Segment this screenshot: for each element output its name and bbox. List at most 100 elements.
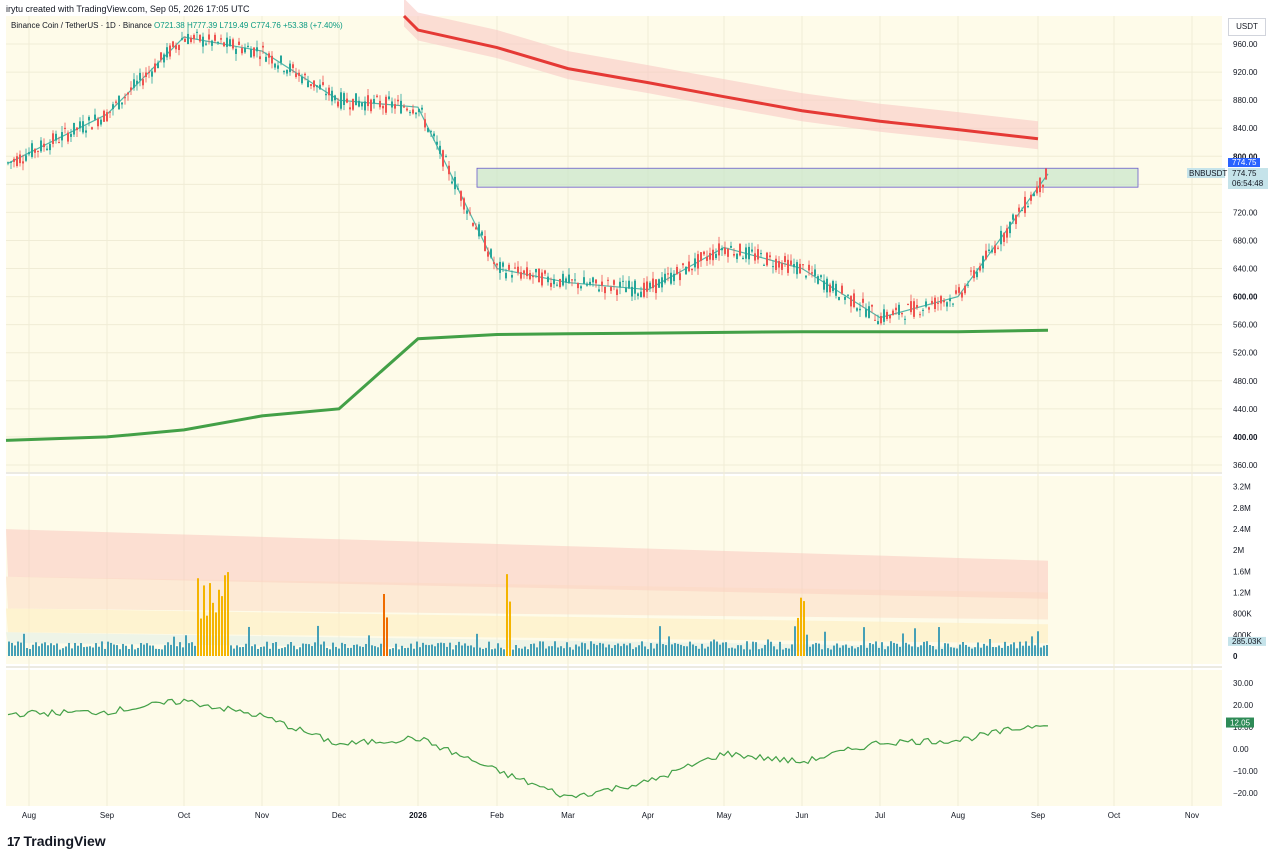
volume-bar	[533, 643, 535, 656]
volume-bar	[89, 646, 91, 656]
volume-bar	[887, 646, 889, 656]
candle-body	[619, 281, 621, 288]
candle-body	[421, 107, 423, 110]
volume-bar	[674, 643, 676, 656]
currency-button[interactable]: USDT	[1228, 18, 1266, 36]
candle-body	[601, 281, 603, 286]
volume-bar	[650, 643, 652, 656]
candle-body	[700, 252, 702, 261]
volume-bar	[437, 643, 439, 656]
candle-body	[772, 266, 774, 268]
volume-bar	[854, 648, 856, 656]
candle-body	[781, 263, 783, 270]
volume-bar	[836, 643, 838, 656]
candle-body	[166, 47, 168, 58]
candle-body	[370, 99, 372, 112]
volume-bar	[11, 642, 13, 656]
volume-bar	[818, 643, 820, 656]
candle-body	[613, 280, 615, 285]
tradingview-wordmark: TradingView	[23, 833, 106, 849]
volume-bar	[407, 647, 409, 656]
volume-bar	[785, 647, 787, 656]
volume-bar	[686, 646, 688, 656]
candle-body	[919, 314, 921, 316]
candle-body	[190, 37, 192, 43]
volume-bar	[128, 649, 130, 656]
candle-body	[91, 127, 93, 130]
upper-band-line	[402, 14, 1039, 141]
volume-bar	[53, 645, 55, 656]
volume-bar	[767, 639, 769, 656]
volume-bar	[17, 641, 19, 656]
candle-body	[967, 284, 969, 286]
y-tick-label: 920.00	[1233, 68, 1258, 77]
volume-band	[6, 576, 1048, 620]
y-tick-label: 840.00	[1233, 124, 1258, 133]
candle-body	[64, 127, 66, 129]
volume-bar	[449, 642, 451, 656]
candle-body	[253, 47, 255, 57]
volume-bar	[215, 612, 217, 656]
volume-bar	[47, 645, 49, 656]
volume-bar	[494, 648, 496, 656]
volume-bar	[113, 644, 115, 656]
candle-body	[901, 313, 903, 315]
volume-bar	[866, 647, 868, 656]
last-price-value: 774.75	[1232, 169, 1257, 178]
candle-body	[67, 132, 69, 142]
volume-bar	[596, 645, 598, 656]
volume-bar	[383, 593, 385, 656]
candle-body	[559, 278, 561, 288]
candle-body	[658, 279, 660, 288]
candle-body	[133, 79, 135, 88]
volume-bar	[209, 583, 211, 656]
resistance-zone	[476, 167, 1139, 188]
candle-body	[295, 73, 297, 77]
candle-body	[427, 127, 429, 132]
candle-body	[436, 141, 438, 145]
volume-bar	[632, 649, 634, 656]
volume-bar	[248, 626, 250, 656]
candle-body	[94, 114, 96, 120]
candle-body	[1042, 184, 1044, 188]
volume-bar	[509, 601, 511, 656]
candle-body	[211, 40, 213, 46]
volume-bar	[644, 646, 646, 656]
candle-body	[850, 295, 852, 307]
volume-bar	[722, 642, 724, 656]
candle-body	[481, 231, 483, 236]
volume-bar	[794, 626, 796, 656]
candle-body	[802, 264, 804, 266]
candle-body	[220, 38, 222, 40]
candle-body	[931, 300, 933, 304]
candle-body	[865, 309, 867, 317]
candle-body	[403, 106, 405, 108]
volume-bar	[524, 646, 526, 656]
candle-body	[475, 227, 477, 230]
volume-bar	[749, 649, 751, 656]
candle-body	[25, 155, 27, 161]
volume-bar	[980, 647, 982, 656]
y-tick-label: 680.00	[1233, 236, 1258, 245]
volume-bar	[734, 648, 736, 656]
candle-body	[184, 38, 186, 42]
candle-body	[364, 101, 366, 111]
volume-bar	[194, 645, 196, 656]
candle-body	[511, 274, 513, 278]
candle-body	[910, 301, 912, 313]
candle-body	[544, 270, 546, 274]
volume-bar	[923, 641, 925, 656]
y-tick-label: 360.00	[1233, 461, 1258, 470]
candle-body	[226, 37, 228, 47]
volume-bar	[851, 646, 853, 656]
candle-body	[577, 283, 579, 289]
volume-y-tick: 2.4M	[1233, 525, 1251, 534]
volume-bar	[476, 633, 478, 656]
volume-bar	[317, 625, 319, 656]
candle-body	[637, 293, 639, 296]
volume-bar	[623, 643, 625, 656]
volume-bar	[107, 641, 109, 656]
volume-bar	[497, 643, 499, 656]
volume-bar	[467, 645, 469, 656]
